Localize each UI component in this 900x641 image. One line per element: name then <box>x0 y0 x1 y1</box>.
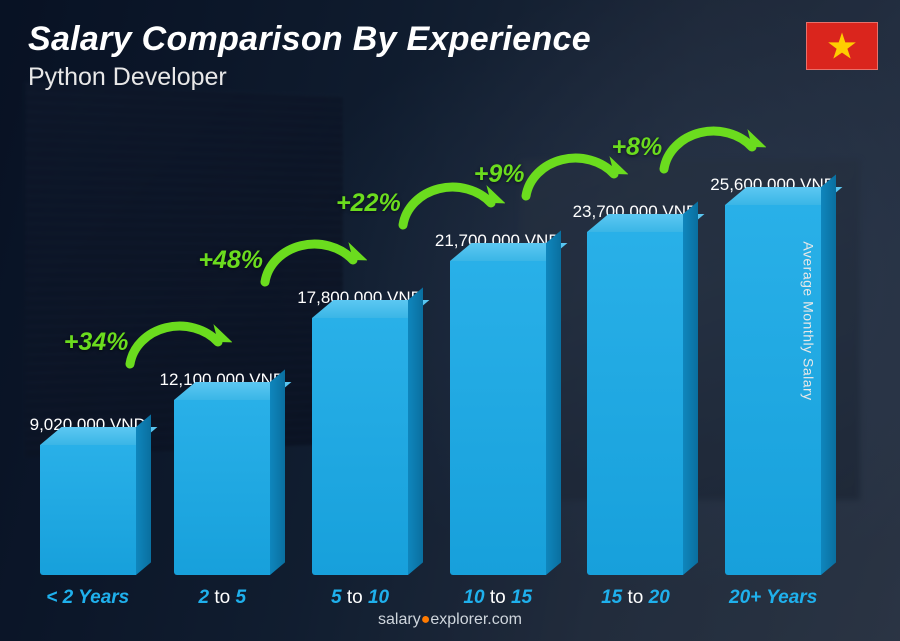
pct-increase-badge: +48% <box>198 230 367 290</box>
footer-attribution: salary●explorer.com <box>0 611 900 629</box>
pct-increase-badge: +9% <box>474 144 629 204</box>
x-axis-label: 10 to 15 <box>429 587 567 609</box>
chart-column: 25,600,000 VND20+ Years <box>704 175 842 575</box>
bar <box>40 445 136 575</box>
x-axis-label: 20+ Years <box>704 587 842 609</box>
chart-column: 9,020,000 VND< 2 Years <box>22 415 153 575</box>
vietnam-flag-icon <box>806 22 878 70</box>
x-axis-label: < 2 Years <box>22 587 153 609</box>
arrow-arc-icon <box>257 230 367 290</box>
pct-increase-badge: +8% <box>611 117 766 177</box>
x-axis-label: 5 to 10 <box>291 587 429 609</box>
brand-suffix: explorer <box>430 611 487 628</box>
x-axis-label: 2 to 5 <box>153 587 291 609</box>
brand-prefix: salary <box>378 611 421 628</box>
chart-column: 21,700,000 VND10 to 15 <box>429 231 567 575</box>
star-icon <box>827 31 857 61</box>
pct-increase-label: +9% <box>474 160 525 189</box>
arrow-arc-icon <box>122 312 232 372</box>
chart-column: 17,800,000 VND5 to 10 <box>291 288 429 575</box>
y-axis-label: Average Monthly Salary <box>800 241 816 400</box>
bar <box>174 400 270 575</box>
bar <box>587 232 683 575</box>
brand-domain: .com <box>487 611 522 628</box>
arrow-arc-icon <box>656 117 766 177</box>
bar <box>312 318 408 575</box>
pct-increase-label: +34% <box>64 328 129 357</box>
x-axis-label: 15 to 20 <box>567 587 705 609</box>
bar <box>450 261 546 575</box>
pct-increase-label: +22% <box>336 189 401 218</box>
pct-increase-label: +8% <box>611 133 662 162</box>
page-subtitle: Python Developer <box>28 63 591 92</box>
chart-column: 23,700,000 VND15 to 20 <box>567 202 705 575</box>
brand-dot-icon: ● <box>421 611 431 628</box>
chart-column: 12,100,000 VND2 to 5 <box>153 370 291 575</box>
header: Salary Comparison By Experience Python D… <box>28 20 591 92</box>
pct-increase-label: +48% <box>198 246 263 275</box>
pct-increase-badge: +34% <box>64 312 233 372</box>
page-title: Salary Comparison By Experience <box>28 20 591 59</box>
